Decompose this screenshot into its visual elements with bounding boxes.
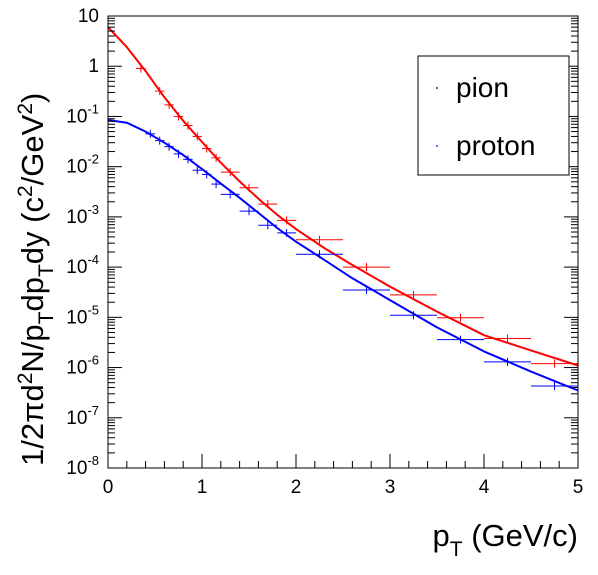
y-axis-ticks: 10-8 10-7 10-6 10-5 10-4 10-3 10-2 10-1 1 10: [66, 6, 578, 479]
proton-data-point: [173, 149, 184, 158]
pion-data-point: [343, 263, 390, 272]
proton-data-point: [202, 170, 212, 179]
proton-data-point: [437, 335, 484, 344]
x-tick-label: 1: [197, 477, 208, 498]
x-tick-label: 5: [573, 477, 584, 498]
y-tick-label: 10-1: [66, 101, 99, 127]
proton-data-point: [239, 207, 259, 216]
proton-data-point: [277, 228, 296, 237]
pion-data-point: [277, 216, 296, 225]
legend-box: [417, 55, 570, 176]
legend-label-pion: pion: [456, 72, 509, 103]
pion-data-point: [220, 168, 240, 177]
x-axis-title: pT (GeV/c): [433, 518, 578, 561]
proton-data-point: [390, 311, 437, 320]
x-tick-label: 2: [291, 477, 302, 498]
x-tick-label: 3: [385, 477, 396, 498]
x-tick-label: 0: [103, 477, 114, 498]
pion-data-point: [164, 100, 174, 109]
legend-marker-proton: [436, 145, 438, 147]
x-axis-ticks: 0 1 2 3 4 5: [103, 454, 584, 498]
proton-data-point: [296, 250, 343, 259]
proton-data-point: [258, 221, 278, 230]
pion-data-point: [211, 153, 221, 162]
pion-data-point: [296, 235, 343, 244]
pion-data-point: [484, 334, 531, 343]
proton-data-point: [343, 286, 390, 295]
x-tick-label: 4: [479, 477, 490, 498]
proton-data-point: [192, 166, 202, 175]
plot-frame: [107, 15, 579, 469]
proton-data-point: [220, 190, 240, 199]
pion-data-point: [155, 87, 165, 96]
y-tick-label: 10-6: [66, 353, 99, 379]
y-tick-label: 10-5: [66, 302, 99, 328]
y-axis-title: 1/2πd2N/pTdpTdy (c2/GeV2): [14, 93, 58, 466]
pion-data-point: [202, 144, 212, 153]
y-tick-label: 10: [78, 6, 99, 27]
proton-data-point: [211, 180, 221, 189]
proton-data-point: [164, 142, 174, 151]
proton-data-point: [145, 129, 155, 138]
pion-data-point: [531, 359, 578, 368]
y-tick-label: 1: [88, 56, 99, 77]
pion-data-point: [390, 290, 437, 299]
legend: pion proton: [417, 55, 570, 176]
legend-marker-pion: [436, 87, 438, 89]
pion-data-point: [192, 132, 202, 141]
proton-data-point: [183, 155, 193, 164]
pion-data-point: [136, 64, 146, 73]
y-tick-label: 10-3: [66, 202, 99, 228]
proton-data-point: [484, 357, 531, 366]
y-tick-label: 10-8: [66, 453, 99, 479]
pion-data-point: [258, 200, 278, 209]
proton-data-point: [155, 136, 165, 145]
y-tick-label: 10-4: [66, 252, 99, 278]
proton-data-point: [531, 381, 578, 390]
y-tick-label: 10-2: [66, 152, 99, 178]
legend-label-proton: proton: [456, 130, 535, 161]
y-tick-label: 10-7: [66, 403, 99, 429]
pion-data-point: [183, 121, 193, 130]
pion-data-point: [437, 313, 484, 322]
pion-data-point: [173, 112, 184, 121]
pion-data-point: [239, 183, 259, 192]
data-points: [136, 64, 578, 390]
